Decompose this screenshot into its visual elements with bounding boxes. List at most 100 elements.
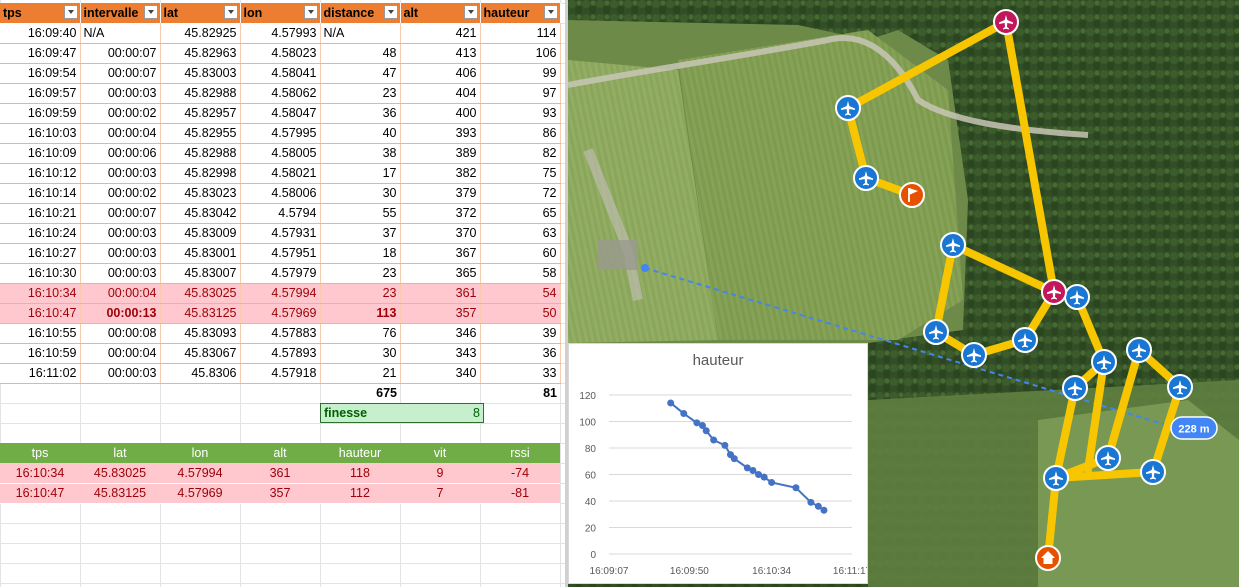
cell-tps[interactable]: 16:10:34 xyxy=(0,283,81,304)
hauteur-chart[interactable]: hauteur 0 20 40 60 80 100 120 16:09:07 16:09:50 1… xyxy=(568,343,872,584)
cell-lon[interactable]: 4.57883 xyxy=(240,323,321,344)
plane-marker-icon[interactable] xyxy=(940,232,966,258)
cell-distance[interactable]: 37 xyxy=(320,223,401,244)
detail-cell-lat[interactable]: 45.83025 xyxy=(80,463,160,484)
cell-alt[interactable]: 382 xyxy=(400,163,481,184)
detail-cell-tps[interactable]: 16:10:34 xyxy=(0,463,80,484)
detail-header-rssi[interactable]: rssi xyxy=(480,443,560,463)
cell-hauteur[interactable]: 97 xyxy=(480,83,561,104)
cell-tps[interactable]: 16:10:14 xyxy=(0,183,81,204)
detail-header-lon[interactable]: lon xyxy=(160,443,240,463)
column-header-distance[interactable]: distance xyxy=(320,3,401,23)
cell-hauteur[interactable]: 72 xyxy=(480,183,561,204)
cell-alt[interactable]: 361 xyxy=(400,283,481,304)
cell-intervalle[interactable]: 00:00:04 xyxy=(80,123,161,144)
cell-intervalle[interactable]: 00:00:04 xyxy=(80,283,161,304)
cell-distance[interactable]: N/A xyxy=(320,23,401,44)
cell-distance[interactable]: 48 xyxy=(320,43,401,64)
flag-icon[interactable] xyxy=(899,182,925,208)
detail-header-tps[interactable]: tps xyxy=(0,443,80,463)
cell-alt[interactable]: 357 xyxy=(400,303,481,324)
pane-separator[interactable] xyxy=(565,0,568,587)
cell-hauteur[interactable]: 63 xyxy=(480,223,561,244)
cell-alt[interactable]: 413 xyxy=(400,43,481,64)
detail-header-vit[interactable]: vit xyxy=(400,443,480,463)
cell-distance[interactable]: 55 xyxy=(320,203,401,224)
cell-lat[interactable]: 45.82955 xyxy=(160,123,241,144)
detail-cell-hauteur[interactable]: 118 xyxy=(320,463,400,484)
cell-distance[interactable]: 40 xyxy=(320,123,401,144)
cell-tps[interactable]: 16:11:02 xyxy=(0,363,81,384)
cell-hauteur[interactable]: 60 xyxy=(480,243,561,264)
cell-alt[interactable]: 421 xyxy=(400,23,481,44)
cell-lon[interactable]: 4.58021 xyxy=(240,163,321,184)
cell-intervalle[interactable]: 00:00:03 xyxy=(80,243,161,264)
cell-lon[interactable]: 4.57994 xyxy=(240,283,321,304)
detail-header-lat[interactable]: lat xyxy=(80,443,160,463)
cell-hauteur[interactable]: 86 xyxy=(480,123,561,144)
plane-marker-icon[interactable] xyxy=(1095,445,1121,471)
cell-alt[interactable]: 389 xyxy=(400,143,481,164)
plane-marker-icon[interactable] xyxy=(1126,337,1152,363)
plane-pink-marker-icon[interactable] xyxy=(993,9,1019,35)
empty-cell[interactable] xyxy=(240,383,320,404)
cell-lat[interactable]: 45.83001 xyxy=(160,243,241,264)
plane-marker-icon[interactable] xyxy=(923,319,949,345)
cell-lat[interactable]: 45.82988 xyxy=(160,83,241,104)
total-distance-cell[interactable]: 675 xyxy=(320,383,400,404)
cell-tps[interactable]: 16:09:47 xyxy=(0,43,81,64)
cell-intervalle[interactable]: 00:00:08 xyxy=(80,323,161,344)
cell-tps[interactable]: 16:10:24 xyxy=(0,223,81,244)
cell-intervalle[interactable]: N/A xyxy=(80,23,161,44)
cell-lon[interactable]: 4.57918 xyxy=(240,363,321,384)
column-header-lat[interactable]: lat xyxy=(160,3,241,23)
plane-marker-icon[interactable] xyxy=(961,342,987,368)
cell-alt[interactable]: 340 xyxy=(400,363,481,384)
cell-lat[interactable]: 45.83125 xyxy=(160,303,241,324)
cell-tps[interactable]: 16:09:40 xyxy=(0,23,81,44)
detail-cell-vit[interactable]: 9 xyxy=(400,463,480,484)
finesse-cell[interactable]: finesse 8 xyxy=(320,403,484,423)
cell-lat[interactable]: 45.82925 xyxy=(160,23,241,44)
cell-distance[interactable]: 21 xyxy=(320,363,401,384)
plane-marker-icon[interactable] xyxy=(1140,459,1166,485)
plane-marker-icon[interactable] xyxy=(835,95,861,121)
plane-marker-icon[interactable] xyxy=(1043,465,1069,491)
cell-distance[interactable]: 23 xyxy=(320,83,401,104)
detail-cell-rssi[interactable]: -74 xyxy=(480,463,560,484)
cell-alt[interactable]: 400 xyxy=(400,103,481,124)
cell-alt[interactable]: 346 xyxy=(400,323,481,344)
cell-hauteur[interactable]: 33 xyxy=(480,363,561,384)
cell-lat[interactable]: 45.83025 xyxy=(160,283,241,304)
plane-marker-icon[interactable] xyxy=(853,165,879,191)
cell-lon[interactable]: 4.58006 xyxy=(240,183,321,204)
cell-intervalle[interactable]: 00:00:03 xyxy=(80,263,161,284)
cell-alt[interactable]: 343 xyxy=(400,343,481,364)
cell-hauteur[interactable]: 58 xyxy=(480,263,561,284)
detail-cell-alt[interactable]: 361 xyxy=(240,463,320,484)
cell-lon[interactable]: 4.57993 xyxy=(240,23,321,44)
cell-tps[interactable]: 16:09:59 xyxy=(0,103,81,124)
empty-cell[interactable] xyxy=(0,383,80,404)
cell-distance[interactable]: 113 xyxy=(320,303,401,324)
cell-intervalle[interactable]: 00:00:02 xyxy=(80,183,161,204)
detail-cell-alt[interactable]: 357 xyxy=(240,483,320,504)
detail-cell-lon[interactable]: 4.57969 xyxy=(160,483,240,504)
detail-cell-rssi[interactable]: -81 xyxy=(480,483,560,504)
detail-cell-hauteur[interactable]: 112 xyxy=(320,483,400,504)
detail-cell-vit[interactable]: 7 xyxy=(400,483,480,504)
cell-alt[interactable]: 379 xyxy=(400,183,481,204)
cell-alt[interactable]: 365 xyxy=(400,263,481,284)
cell-intervalle[interactable]: 00:00:03 xyxy=(80,363,161,384)
filter-dropdown-icon[interactable] xyxy=(143,5,158,19)
detail-cell-lat[interactable]: 45.83125 xyxy=(80,483,160,504)
column-header-tps[interactable]: tps xyxy=(0,3,81,23)
filter-dropdown-icon[interactable] xyxy=(63,5,78,19)
filter-dropdown-icon[interactable] xyxy=(303,5,318,19)
cell-distance[interactable]: 18 xyxy=(320,243,401,264)
cell-lat[interactable]: 45.8306 xyxy=(160,363,241,384)
detail-cell-lon[interactable]: 4.57994 xyxy=(160,463,240,484)
cell-tps[interactable]: 16:10:27 xyxy=(0,243,81,264)
detail-header-alt[interactable]: alt xyxy=(240,443,320,463)
cell-lat[interactable]: 45.82963 xyxy=(160,43,241,64)
